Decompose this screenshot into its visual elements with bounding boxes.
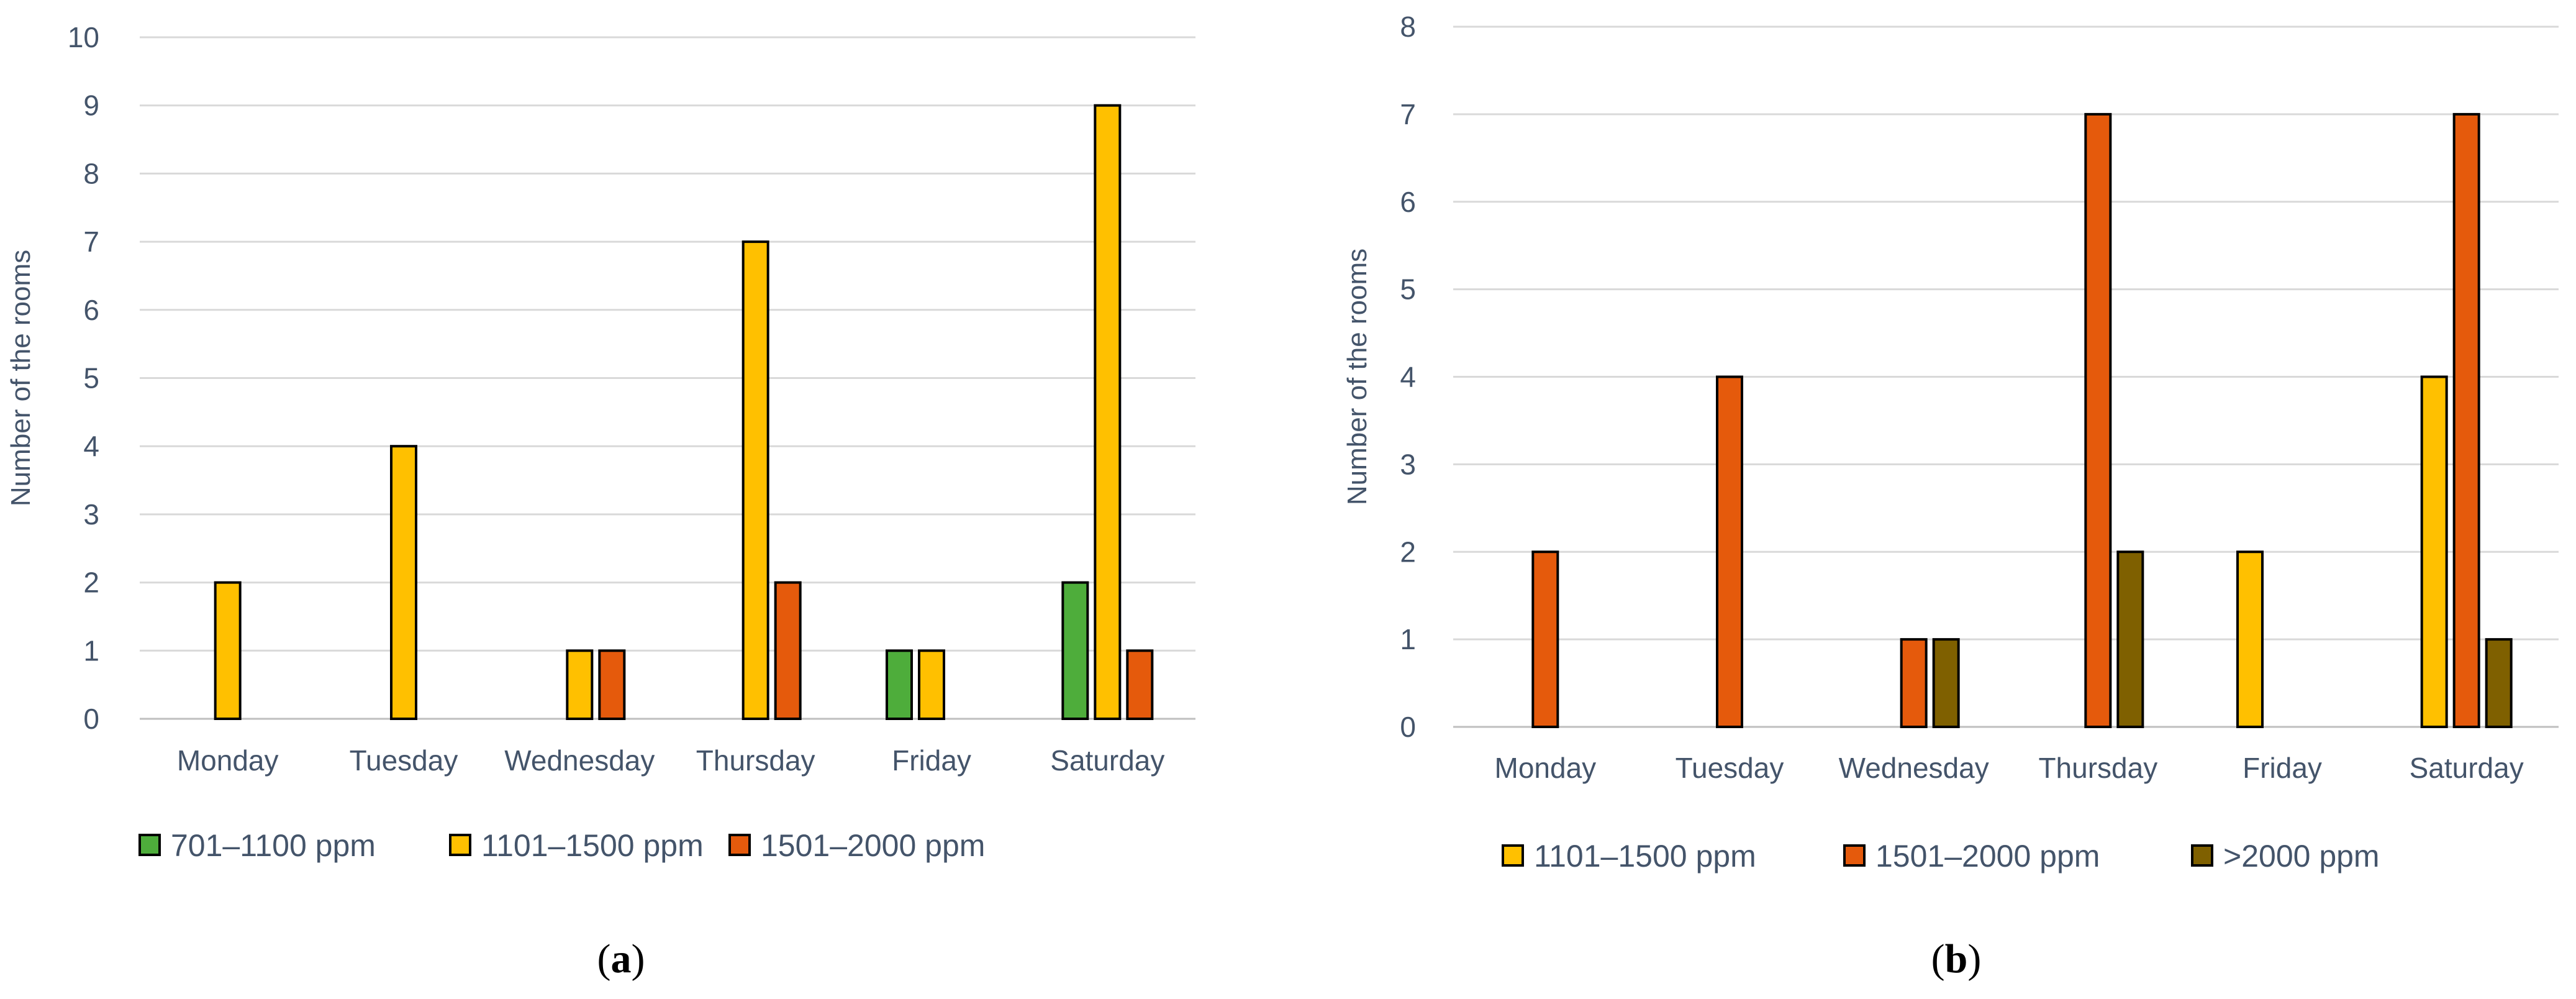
y-tick-label: 4 [1400,361,1416,393]
panel-label-close: ) [1967,936,1981,982]
legend-label: 1101–1500 ppm [481,828,704,863]
legend-swatch [728,834,751,856]
bar-701-1100-ppm [886,649,913,721]
legend-label: 1101–1500 ppm [1534,839,1756,874]
y-axis-label: Number of the rooms [1342,249,1372,505]
bar-1501-2000-ppm [1531,550,1559,728]
y-tick-label: 2 [83,567,99,599]
y-tick-label: 10 [68,21,99,53]
legend-label: 701–1100 ppm [171,828,376,863]
bar--2000-ppm [2485,638,2513,728]
panel-label-letter: a [611,936,632,982]
bar-1101-1500-ppm [1094,104,1122,720]
y-tick-label: 1 [83,634,99,667]
category-label: Monday [1495,752,1597,784]
y-tick-label: 3 [1400,448,1416,480]
legend-swatch [1843,844,1866,867]
bar-1501-2000-ppm [1716,375,1743,728]
bar-1501-2000-ppm [598,649,626,721]
legend-label: 1501–2000 ppm [761,828,985,863]
y-tick-label: 5 [83,362,99,395]
legend-swatch [2191,844,2213,867]
y-tick-label: 2 [1400,536,1416,568]
bar--2000-ppm [2116,550,2144,728]
bar-701-1100-ppm [1061,581,1089,720]
bar-1101-1500-ppm [390,445,417,720]
y-tick-label: 0 [1400,711,1416,743]
category-label: Tuesday [1676,752,1784,784]
panel-label-open: ( [1931,936,1945,982]
bar-1101-1500-ppm [2236,550,2264,728]
y-tick-label: 4 [83,430,99,462]
bar-1501-2000-ppm [1900,638,1928,728]
category-label: Wednesday [1839,752,1989,784]
bar-1501-2000-ppm [2452,112,2480,728]
category-label: Thursday [696,744,815,777]
category-label: Friday [2243,752,2322,784]
bar-1501-2000-ppm [1126,649,1154,721]
bar-1501-2000-ppm [2084,112,2112,728]
category-label: Thursday [2038,752,2157,784]
y-tick-label: 8 [83,157,99,189]
legend-swatch [138,834,161,856]
bar-1101-1500-ppm [742,240,769,721]
legend-swatch [1502,844,1524,867]
bar-1501-2000-ppm [774,581,802,720]
legend-swatch [449,834,471,856]
y-tick-label: 7 [83,226,99,258]
panel-label: (a) [597,936,645,982]
bar-1101-1500-ppm [2420,375,2448,728]
chart-panel-a: 0 1 2 3 4 5 6 7 8 9 10 Number of the rooms Monday Tue… [6,21,1195,982]
category-label: Friday [892,744,971,777]
chart-panel-b: 0 1 2 3 4 5 6 7 8 Number of the rooms Monday Tuesda… [1342,11,2559,982]
category-label: Saturday [2410,752,2524,784]
y-tick-label: 3 [83,498,99,531]
legend-label: 1501–2000 ppm [1875,839,2100,874]
y-tick-label: 7 [1400,98,1416,130]
category-label: Wednesday [504,744,655,777]
panel-label-open: ( [597,936,611,982]
y-tick-label: 0 [83,703,99,735]
panel-label-close: ) [632,936,645,982]
bar-1101-1500-ppm [214,581,242,720]
y-tick-label: 1 [1400,623,1416,655]
legend-label: >2000 ppm [2223,839,2380,874]
y-tick-label: 9 [83,89,99,122]
bar-1101-1500-ppm [918,649,945,721]
y-tick-label: 5 [1400,273,1416,306]
bar-1101-1500-ppm [566,649,594,721]
category-label: Saturday [1050,744,1164,777]
y-tick-label: 8 [1400,11,1416,43]
bar--2000-ppm [1932,638,1960,728]
y-tick-label: 6 [83,294,99,326]
panel-label-letter: b [1945,936,1968,982]
category-label: Tuesday [350,744,458,777]
y-axis-label: Number of the rooms [6,250,36,506]
y-tick-label: 6 [1400,186,1416,218]
category-label: Monday [177,744,279,777]
panel-label: (b) [1931,936,1982,982]
